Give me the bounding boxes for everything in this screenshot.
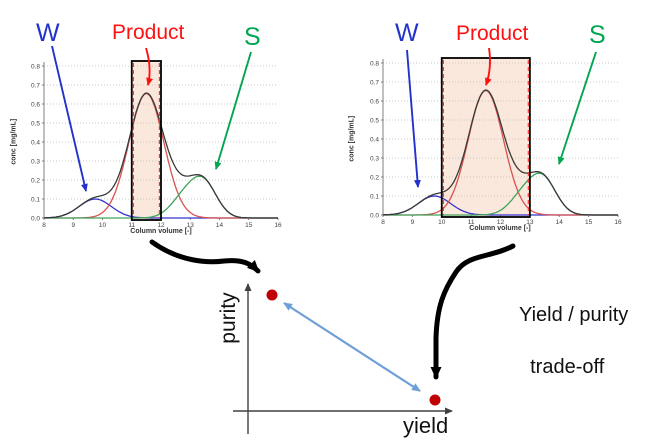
y-tick-label: 0.7 — [31, 82, 40, 89]
x-tick-label: 10 — [438, 219, 446, 226]
x-tick-label: 16 — [614, 219, 622, 226]
y-tick-label: 0.7 — [370, 79, 379, 86]
y-tick-label: 0.5 — [370, 117, 379, 124]
x-tick-label: 13 — [187, 222, 195, 229]
x-tick-label: 12 — [157, 222, 165, 229]
collection-window-fill — [131, 61, 161, 220]
x-tick-label: 15 — [585, 219, 593, 226]
y-tick-label: 0.2 — [31, 177, 40, 184]
y-axis-title-right: conc [mg/mL] — [348, 115, 356, 162]
y-tick-label: 0.2 — [370, 174, 379, 181]
label-w-right: W — [395, 19, 419, 47]
y-tick-label: 0.1 — [370, 193, 379, 200]
y-tick-label: 0.8 — [370, 60, 379, 67]
data-point-high-purity-low-yield — [266, 289, 278, 301]
x-tick-label: 9 — [71, 222, 75, 229]
label-product-right: Product — [456, 22, 529, 45]
x-tick-label: 13 — [526, 219, 534, 226]
arrow-w-left — [51, 45, 88, 192]
arrow-left-chart-to-point — [149, 239, 261, 274]
tradeoff-caption: Yield / purity trade-off — [519, 302, 628, 380]
yield-axis-label: yield — [403, 413, 449, 438]
x-tick-label: 16 — [274, 222, 282, 229]
y-tick-label: 0.3 — [370, 155, 379, 162]
x-tick-label: 14 — [556, 219, 564, 226]
y-tick-label: 0.4 — [31, 139, 40, 146]
x-tick-label: 14 — [216, 222, 224, 229]
x-axis-title-right: Column volume [-] — [469, 225, 531, 232]
arrow-s-right — [557, 51, 597, 165]
x-tick-label: 8 — [42, 222, 46, 229]
chromatogram-charts: 0.0 0.1 0.2 0.3 0.4 0.5 0.6 0.7 0.8 8 9 10 11 12 13 14 1… — [31, 57, 622, 229]
label-w-left: W — [36, 19, 60, 47]
curve-total — [382, 89, 618, 216]
x-tick-label: 10 — [99, 222, 107, 229]
annotation-arrows-and-scatter — [51, 45, 597, 434]
x-tick-label: 12 — [497, 219, 505, 226]
arrow-product-left — [145, 47, 154, 86]
collection-window-border — [440, 57, 531, 218]
y-tick-label: 0.1 — [31, 196, 40, 203]
arrow-product-right — [485, 47, 492, 86]
x-tick-label: 15 — [245, 222, 253, 229]
y-tick-label: 0.4 — [370, 136, 379, 143]
x-tick-label: 9 — [411, 219, 415, 226]
arrow-right-chart-to-point — [430, 243, 516, 380]
x-axis-title-left: Column volume [-] — [130, 228, 192, 235]
collection-window-border — [130, 60, 162, 221]
y-tick-label: 0.8 — [31, 63, 40, 70]
chromatogram-left: 0.0 0.1 0.2 0.3 0.4 0.5 0.6 0.7 0.8 8 9 10 11 12 13 14 1… — [31, 60, 282, 229]
tradeoff-caption-line1: Yield / purity — [519, 304, 629, 326]
label-product-left: Product — [112, 21, 185, 44]
x-tick-label: 11 — [128, 222, 135, 229]
y-tick-label: 0.5 — [31, 120, 40, 127]
label-s-right: S — [589, 21, 606, 49]
y-axis-title-left: conc [mg/mL] — [10, 118, 18, 165]
y-tick-label: 0.6 — [31, 101, 40, 108]
y-tick-label: 0.0 — [370, 212, 379, 219]
x-tick-label: 11 — [468, 219, 475, 226]
x-tick-label: 8 — [381, 219, 385, 226]
arrow-s-left — [214, 51, 252, 170]
purity-axis-label: purity — [216, 292, 240, 344]
tradeoff-caption-line2: trade-off — [530, 356, 605, 378]
y-tick-label: 0.6 — [370, 98, 379, 105]
arrow-w-right — [406, 49, 421, 188]
y-tick-label: 0.0 — [31, 215, 40, 222]
data-point-high-yield-low-purity — [429, 394, 441, 406]
label-s-left: S — [244, 23, 261, 51]
y-tick-label: 0.3 — [31, 158, 40, 165]
chromatogram-right: 0.0 0.1 0.2 0.3 0.4 0.5 0.6 0.7 0.8 8 9 10 11 12 13 14 1… — [370, 57, 622, 226]
tradeoff-double-arrow — [283, 302, 421, 392]
